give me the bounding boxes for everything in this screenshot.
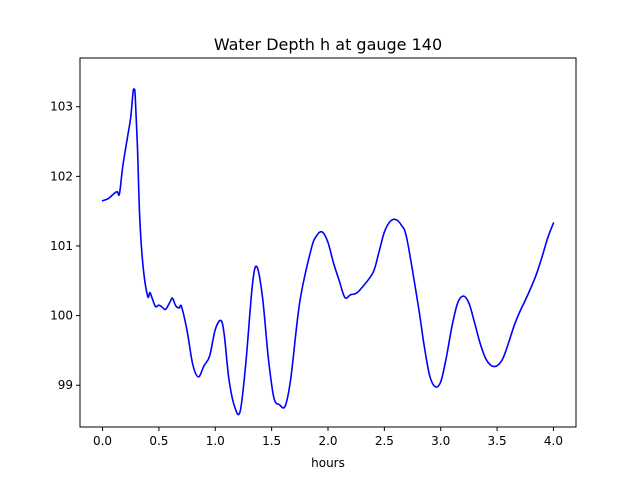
x-axis-label: hours <box>311 456 345 470</box>
y-tick-label: 99 <box>58 378 73 392</box>
y-axis: 99 100 101 102 103 <box>50 100 80 392</box>
x-tick-label: 1.0 <box>206 434 225 448</box>
y-tick-label: 100 <box>50 309 73 323</box>
y-tick-label: 102 <box>50 169 73 183</box>
x-tick-label: 4.0 <box>544 434 563 448</box>
chart-title: Water Depth h at gauge 140 <box>214 35 442 54</box>
x-tick-label: 0.5 <box>149 434 168 448</box>
x-tick-label: 3.0 <box>431 434 450 448</box>
y-tick-label: 103 <box>50 100 73 114</box>
y-tick-label: 101 <box>50 239 73 253</box>
x-axis: 0.0 0.5 1.0 1.5 2.0 2.5 3.0 3.5 4.0 <box>93 427 563 448</box>
x-tick-label: 0.0 <box>93 434 112 448</box>
x-tick-label: 1.5 <box>262 434 281 448</box>
series-line <box>101 88 555 416</box>
x-tick-label: 2.5 <box>375 434 394 448</box>
x-tick-label: 3.5 <box>488 434 507 448</box>
x-tick-label: 2.0 <box>318 434 337 448</box>
